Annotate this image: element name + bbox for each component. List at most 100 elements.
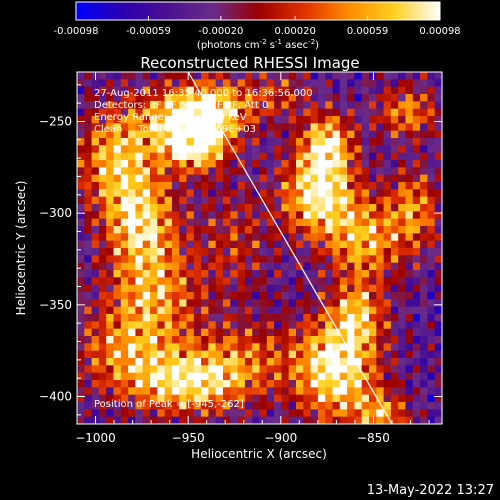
heatmap-cell [98, 72, 107, 80]
heatmap-cell [339, 211, 348, 220]
heatmap-cell [106, 138, 115, 146]
heatmap-cell [84, 277, 93, 286]
heatmap-cell [98, 138, 107, 146]
heatmap-cell [252, 182, 261, 190]
heatmap-cell [142, 138, 151, 146]
heatmap-cell [142, 336, 151, 344]
heatmap-cell [354, 138, 363, 146]
heatmap-cell [420, 262, 428, 271]
heatmap-cell [150, 336, 158, 344]
heatmap-cell [420, 350, 428, 359]
heatmap-cell [244, 336, 253, 344]
heatmap-cell [120, 299, 129, 308]
heatmap-cell [215, 72, 224, 80]
heatmap-cell [405, 299, 414, 308]
heatmap-cell [288, 108, 297, 117]
heatmap-cell [390, 372, 399, 381]
heatmap-cell [230, 101, 239, 110]
heatmap-cell [150, 130, 158, 139]
heatmap-cell [288, 270, 297, 278]
heatmap-cell [193, 314, 202, 322]
heatmap-cell [266, 174, 275, 183]
heatmap-cell [223, 321, 231, 330]
heatmap-cell [354, 306, 363, 315]
heatmap-cell [179, 108, 188, 117]
heatmap-cell [171, 350, 180, 359]
heatmap-cell [252, 343, 261, 352]
heatmap-cell [157, 145, 166, 154]
heatmap-cell [383, 270, 392, 278]
heatmap-cell [84, 314, 93, 322]
heatmap-cell [237, 94, 246, 102]
heatmap-cell [339, 196, 348, 205]
heatmap-cell [142, 226, 151, 234]
heatmap-cell [215, 86, 224, 95]
heatmap-cell [208, 358, 217, 366]
heatmap-cell [420, 306, 428, 315]
heatmap-cell [186, 394, 195, 403]
heatmap-cell [376, 394, 385, 403]
heatmap-cell [434, 86, 442, 95]
heatmap-cell [179, 284, 188, 293]
heatmap-cell [193, 108, 202, 117]
heatmap-cell [347, 174, 355, 183]
heatmap-cell [412, 94, 421, 102]
heatmap-cell [237, 299, 246, 308]
heatmap-cell [383, 343, 392, 352]
heatmap-cell [325, 306, 334, 315]
heatmap-cell [339, 72, 348, 80]
heatmap-cell [274, 145, 282, 154]
heatmap-cell [274, 336, 282, 344]
heatmap-cell [288, 189, 297, 198]
heatmap-cell [179, 292, 188, 300]
heatmap-cell [164, 277, 173, 286]
heatmap-cell [303, 233, 312, 242]
heatmap-cell [84, 402, 93, 410]
heatmap-cell [98, 328, 107, 337]
heatmap-cell [339, 387, 348, 396]
heatmap-cell [317, 372, 326, 381]
heatmap-cell [135, 306, 144, 315]
heatmap-cell [347, 145, 355, 154]
heatmap-cell [164, 123, 173, 132]
heatmap-cell [420, 101, 428, 110]
heatmap-cell [332, 248, 341, 256]
heatmap-cell [369, 167, 377, 176]
heatmap-cell [303, 79, 312, 88]
heatmap-cell [237, 358, 246, 366]
heatmap-cell [339, 380, 348, 388]
heatmap-cell [164, 372, 173, 381]
heatmap-cell [208, 255, 217, 264]
heatmap-cell [398, 248, 407, 256]
heatmap-cell [339, 160, 348, 168]
heatmap-cell [266, 233, 275, 242]
heatmap-cell [339, 152, 348, 161]
heatmap-cell [201, 255, 209, 264]
heatmap-cell [354, 336, 363, 344]
heatmap-cell [310, 262, 319, 271]
heatmap-cell [237, 387, 246, 396]
heatmap-cell [369, 108, 377, 117]
heatmap-cell [383, 328, 392, 337]
heatmap-cell [354, 299, 363, 308]
heatmap-cell [361, 101, 370, 110]
heatmap-cell [420, 130, 428, 139]
heatmap-cell [361, 160, 370, 168]
heatmap-cell [325, 152, 334, 161]
heatmap-cell [77, 240, 85, 249]
heatmap-cell [405, 86, 414, 95]
heatmap-cell [296, 292, 304, 300]
heatmap-cell [281, 130, 290, 139]
heatmap-cell [434, 196, 442, 205]
heatmap-cell [296, 189, 304, 198]
heatmap-cell [150, 145, 158, 154]
heatmap-cell [171, 79, 180, 88]
heatmap-cell [208, 292, 217, 300]
heatmap-cell [223, 328, 231, 337]
heatmap-cell [237, 292, 246, 300]
heatmap-cell [317, 240, 326, 249]
heatmap-cell [237, 343, 246, 352]
heatmap-cell [128, 358, 136, 366]
heatmap-cell [252, 189, 261, 198]
heatmap-cell [128, 160, 136, 168]
